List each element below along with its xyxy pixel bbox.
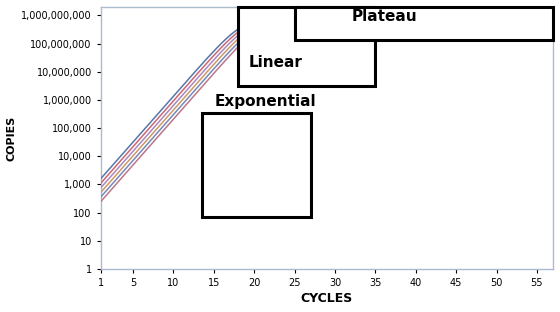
Text: Plateau: Plateau bbox=[352, 9, 417, 24]
Text: Exponential: Exponential bbox=[215, 94, 316, 109]
Text: Linear: Linear bbox=[249, 55, 303, 70]
Bar bbox=[202, 113, 311, 217]
Y-axis label: COPIES: COPIES bbox=[7, 115, 17, 161]
Bar bbox=[238, 7, 375, 86]
Bar bbox=[295, 7, 553, 40]
X-axis label: CYCLES: CYCLES bbox=[301, 292, 353, 305]
